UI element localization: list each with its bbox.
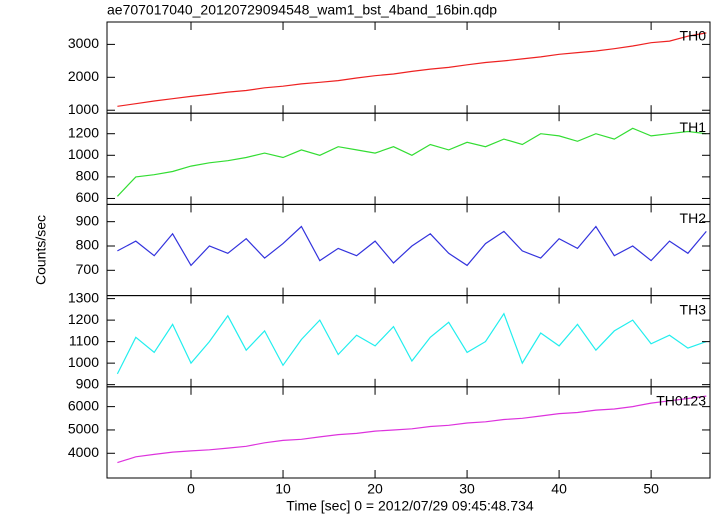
panel-frame	[106, 295, 711, 388]
y-tick-label: 5000	[68, 421, 99, 437]
panel-label: TH3	[680, 301, 707, 317]
data-line	[116, 312, 707, 375]
y-tick-label: 1200	[68, 124, 99, 140]
y-tick-label: 6000	[68, 397, 99, 413]
x-tick-label: 10	[275, 481, 291, 497]
y-tick-label: 1000	[68, 146, 99, 162]
data-line	[117, 32, 707, 107]
y-tick-label: 800	[76, 237, 100, 253]
panel-label: TH0	[680, 28, 707, 44]
y-tick-label: 1300	[68, 289, 99, 305]
y-tick-label: 800	[76, 168, 100, 184]
x-tick-label: 20	[367, 481, 383, 497]
y-tick-label: 1200	[68, 311, 99, 327]
panel-frame	[106, 386, 711, 479]
panel-frame	[106, 112, 711, 205]
x-tick-label: 30	[459, 481, 475, 497]
x-axis-label: Time [sec] 0 = 2012/07/29 09:45:48.734	[286, 498, 534, 514]
x-tick-label: 40	[551, 481, 567, 497]
panel-label: TH1	[680, 119, 707, 135]
y-tick-label: 700	[76, 261, 100, 277]
y-axis-label: Counts/sec	[33, 215, 49, 285]
x-tick-label: 50	[643, 481, 659, 497]
panel-frame	[106, 203, 711, 297]
y-tick-label: 1000	[68, 354, 99, 370]
y-tick-label: 4000	[68, 444, 99, 460]
y-tick-label: 3000	[68, 35, 99, 51]
panel-label: TH0123	[656, 393, 706, 409]
y-tick-label: 2000	[68, 68, 99, 84]
y-tick-label: 1000	[68, 101, 99, 117]
y-tick-label: 900	[76, 212, 100, 228]
y-tick-label: 600	[76, 189, 100, 205]
data-line	[116, 127, 707, 197]
y-tick-label: 900	[76, 375, 100, 391]
panel-label: TH2	[680, 210, 707, 226]
panel-frame	[106, 21, 711, 114]
y-tick-label: 1100	[69, 332, 99, 348]
data-line	[117, 395, 707, 464]
x-tick-label: 0	[187, 481, 195, 497]
data-line	[117, 225, 707, 267]
chart-title: ae707017040_20120729094548_wam1_bst_4ban…	[107, 2, 497, 18]
